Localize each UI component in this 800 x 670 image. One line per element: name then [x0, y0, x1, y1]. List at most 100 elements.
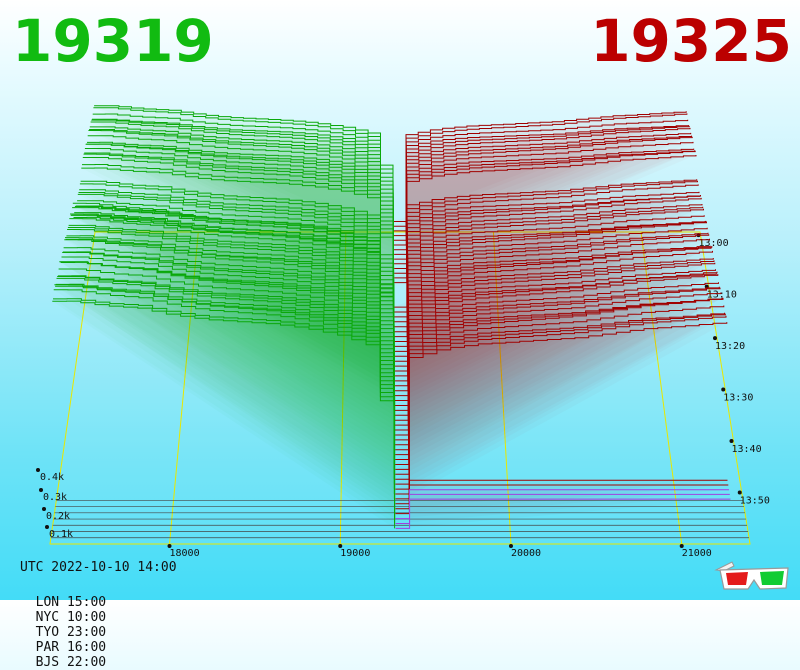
ask-depth-line: [394, 221, 707, 372]
bid-depth-line: [78, 192, 395, 361]
ask-depth-line: [395, 282, 719, 451]
bid-depth-line: [66, 235, 395, 430]
ask-depth-line: [395, 305, 725, 485]
ask-depth-line: [394, 132, 692, 251]
ask-depth-line: [395, 479, 728, 510]
price-tick-label: 18000: [170, 548, 200, 559]
bid-depth-line: [64, 239, 395, 445]
clock-par: PAR 16:00: [35, 640, 107, 655]
bid-depth-line: [61, 256, 395, 465]
time-tick-label: 13:40: [732, 444, 762, 455]
ask-depth-line: [395, 498, 731, 529]
bid-depth-line: [80, 180, 394, 346]
ask-depth-line: [394, 127, 691, 246]
ask-depth-line: [394, 220, 707, 367]
ask-depth-line: [394, 238, 710, 392]
bid-depth-line: [85, 143, 394, 298]
ask-depth-line: [394, 195, 701, 328]
ask-depth-line: [395, 274, 719, 446]
clock-nyc: NYC 10:00: [35, 610, 107, 625]
ask-depth-line: [394, 141, 694, 265]
ask-depth-line: [394, 232, 709, 382]
price-tick-label: 19000: [340, 548, 370, 559]
ask-depth-line: [395, 298, 722, 470]
price-gridline: [640, 231, 683, 545]
ask-depth-line: [394, 215, 705, 357]
time-tick-marker: [713, 336, 717, 341]
time-tick-label: 13:00: [699, 238, 729, 249]
ask-depth-line: [395, 489, 729, 520]
time-tick-label: 13:10: [707, 290, 737, 301]
clock-tyo: TYO 23:00: [35, 625, 107, 640]
bid-depth-line: [92, 113, 394, 249]
ask-depth-line: [395, 484, 729, 515]
ask-depth-line: [394, 258, 714, 416]
bid-depth-line: [70, 213, 395, 406]
bid-depth-line: [67, 227, 395, 421]
bid-depth-line: [86, 143, 394, 293]
volume-tick-label: 0.1k: [49, 529, 73, 540]
ask-depth-line: [393, 111, 687, 222]
bid-depth-line: [56, 277, 395, 499]
price-tick-marker: [508, 544, 513, 548]
bid-depth-line: [94, 105, 394, 239]
bid-depth-line: [68, 224, 395, 416]
ask-depth-line: [395, 313, 726, 495]
ask-depth-line: [395, 262, 716, 426]
ask-depth-line: [394, 135, 692, 255]
bid-depth-line: [58, 268, 395, 485]
ask-depth-line: [394, 250, 713, 411]
ask-depth-line: [394, 204, 703, 342]
ask-depth-line: [394, 227, 708, 377]
ask-depth-line: [393, 119, 689, 232]
time-tick-marker: [721, 387, 726, 392]
bid-depth-line: [93, 107, 394, 244]
price-tick-marker: [338, 544, 343, 548]
volume-tick-marker: [39, 488, 43, 492]
depth-chart: 18000 19000 20000 21000 0.4k 0.3k 0.2k 0.1k 13:0…: [36, 105, 770, 559]
price-tick-label: 21000: [682, 548, 712, 559]
ask-depth-line: [395, 315, 727, 500]
bid-depth-line: [88, 130, 394, 278]
ask-depth-line: [394, 150, 696, 279]
ask-depth-line: [394, 191, 700, 323]
bid-depth-line: [90, 121, 394, 263]
time-tick-label: 13:20: [715, 341, 745, 352]
bid-depth-line: [62, 252, 395, 460]
bid-depth-line: [82, 157, 394, 317]
clock-bjs: BJS 22:00: [35, 655, 107, 670]
bid-depth-line: [87, 141, 394, 288]
utc-clock: UTC 2022-10-10 14:00: [20, 560, 177, 575]
bid-depth-line: [83, 153, 394, 312]
bid-depth-line: [77, 193, 395, 366]
ask-depth-line: [395, 493, 730, 524]
bid-depth-line: [69, 218, 395, 411]
bid-depth-line: [87, 135, 394, 283]
volume-tick-marker: [42, 507, 46, 511]
volume-tick-marker: [36, 468, 40, 472]
ask-depth-line: [393, 125, 689, 237]
ask-depth-line: [395, 322, 728, 505]
ask-depth-line: [395, 312, 725, 490]
ask-depth-line: [394, 150, 695, 274]
bid-depth-line: [67, 229, 395, 426]
ask-depth-line: [394, 184, 699, 318]
bid-depth-line: [77, 200, 395, 371]
ask-depth-line: [395, 271, 718, 441]
ask-depth-line: [394, 221, 706, 362]
ask-depth-line: [394, 180, 698, 313]
bid-depth-line: [89, 126, 394, 268]
ask-depth-line: [395, 292, 722, 465]
ask-depth-line: [394, 136, 693, 260]
volume-tick-label: 0.4k: [40, 472, 64, 483]
ask-depth-line: [394, 245, 711, 397]
ask-depth-line: [395, 297, 723, 475]
3d-glasses-icon[interactable]: [714, 558, 794, 592]
ask-depth-line: [394, 246, 713, 406]
ask-depth-line: [394, 208, 704, 352]
ask-depth-line: [394, 197, 702, 338]
time-tick-marker: [729, 439, 734, 444]
time-tick-label: 13:30: [723, 393, 753, 404]
bid-depth-line: [91, 119, 394, 258]
ask-depth-line: [395, 286, 720, 456]
